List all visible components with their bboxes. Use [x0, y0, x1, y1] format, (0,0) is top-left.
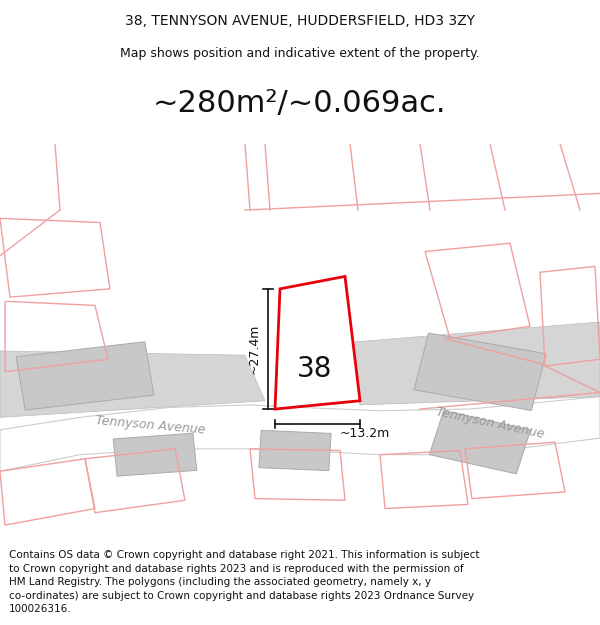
Polygon shape — [430, 411, 530, 474]
Polygon shape — [275, 276, 360, 409]
Polygon shape — [16, 342, 154, 410]
Polygon shape — [0, 351, 265, 418]
Text: ~13.2m: ~13.2m — [340, 428, 390, 440]
Text: ~27.4m: ~27.4m — [248, 324, 261, 374]
Text: ~280m²/~0.069ac.: ~280m²/~0.069ac. — [153, 89, 447, 118]
Text: Tennyson Avenue: Tennyson Avenue — [435, 406, 545, 441]
Text: Contains OS data © Crown copyright and database right 2021. This information is : Contains OS data © Crown copyright and d… — [9, 550, 479, 614]
Polygon shape — [259, 431, 331, 471]
Text: Map shows position and indicative extent of the property.: Map shows position and indicative extent… — [120, 48, 480, 61]
Text: 38, TENNYSON AVENUE, HUDDERSFIELD, HD3 3ZY: 38, TENNYSON AVENUE, HUDDERSFIELD, HD3 3… — [125, 14, 475, 28]
Polygon shape — [113, 433, 197, 476]
Text: Tennyson Avenue: Tennyson Avenue — [95, 414, 205, 437]
Polygon shape — [414, 333, 546, 411]
Polygon shape — [0, 397, 600, 471]
Polygon shape — [345, 322, 600, 405]
Text: 38: 38 — [298, 354, 332, 382]
